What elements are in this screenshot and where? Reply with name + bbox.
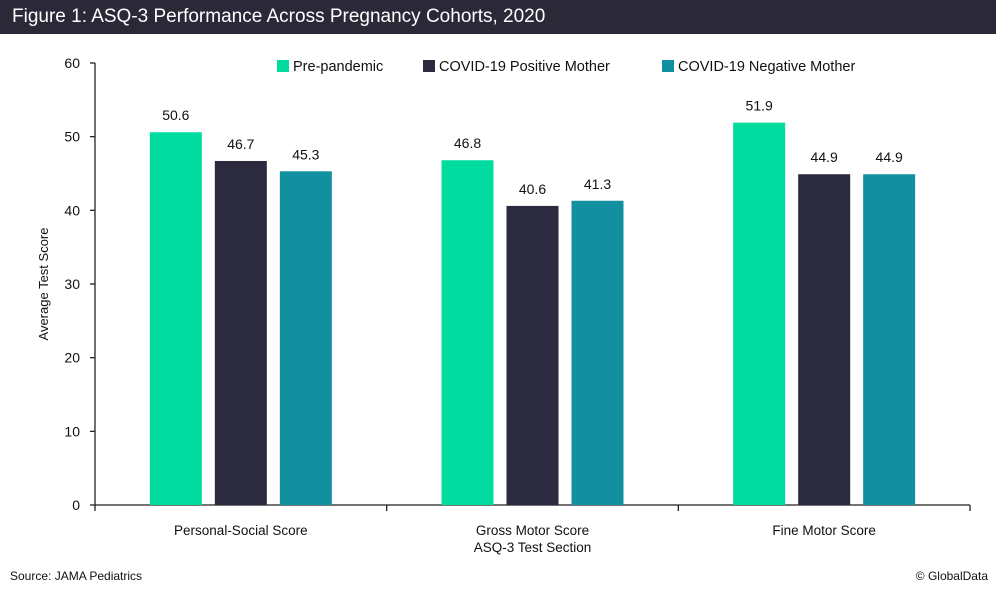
y-tick-label: 30	[64, 276, 80, 292]
figure-title: Figure 1: ASQ-3 Performance Across Pregn…	[0, 0, 996, 34]
y-tick-label: 40	[64, 202, 80, 218]
bar	[214, 160, 267, 505]
y-tick-label: 50	[64, 129, 80, 145]
bar	[506, 205, 559, 505]
legend-label: Pre-pandemic	[293, 59, 383, 75]
y-tick-label: 20	[64, 350, 80, 366]
legend-label: COVID-19 Negative Mother	[678, 59, 855, 75]
x-tick-label: Gross Motor Score	[476, 523, 589, 538]
data-label: 44.9	[811, 149, 838, 165]
legend-swatch	[662, 60, 674, 72]
y-tick-label: 0	[72, 497, 80, 513]
data-label: 50.6	[162, 107, 189, 123]
x-tick-label: Fine Motor Score	[772, 523, 876, 538]
data-label: 46.8	[454, 135, 481, 151]
data-label: 46.7	[227, 136, 254, 152]
bar	[441, 160, 494, 506]
data-label: 44.9	[876, 149, 903, 165]
data-label: 41.3	[584, 176, 611, 192]
credit-note: © GlobalData	[915, 569, 988, 583]
bar	[571, 200, 624, 506]
y-tick-label: 10	[64, 423, 80, 439]
bar	[798, 174, 851, 505]
y-axis-label: Average Test Score	[36, 228, 51, 341]
bar	[733, 122, 786, 506]
bar	[149, 132, 202, 505]
legend-swatch	[423, 60, 435, 72]
data-label: 51.9	[746, 98, 773, 114]
data-label: 45.3	[292, 146, 319, 162]
x-axis-label: ASQ-3 Test Section	[474, 540, 592, 555]
bar	[279, 171, 332, 506]
data-label: 40.6	[519, 181, 546, 197]
x-tick-label: Personal-Social Score	[174, 523, 308, 538]
legend-swatch	[277, 60, 289, 72]
source-note: Source: JAMA Pediatrics	[10, 569, 143, 583]
legend-label: COVID-19 Positive Mother	[439, 59, 610, 75]
y-tick-label: 60	[64, 55, 80, 71]
bar	[863, 174, 916, 505]
